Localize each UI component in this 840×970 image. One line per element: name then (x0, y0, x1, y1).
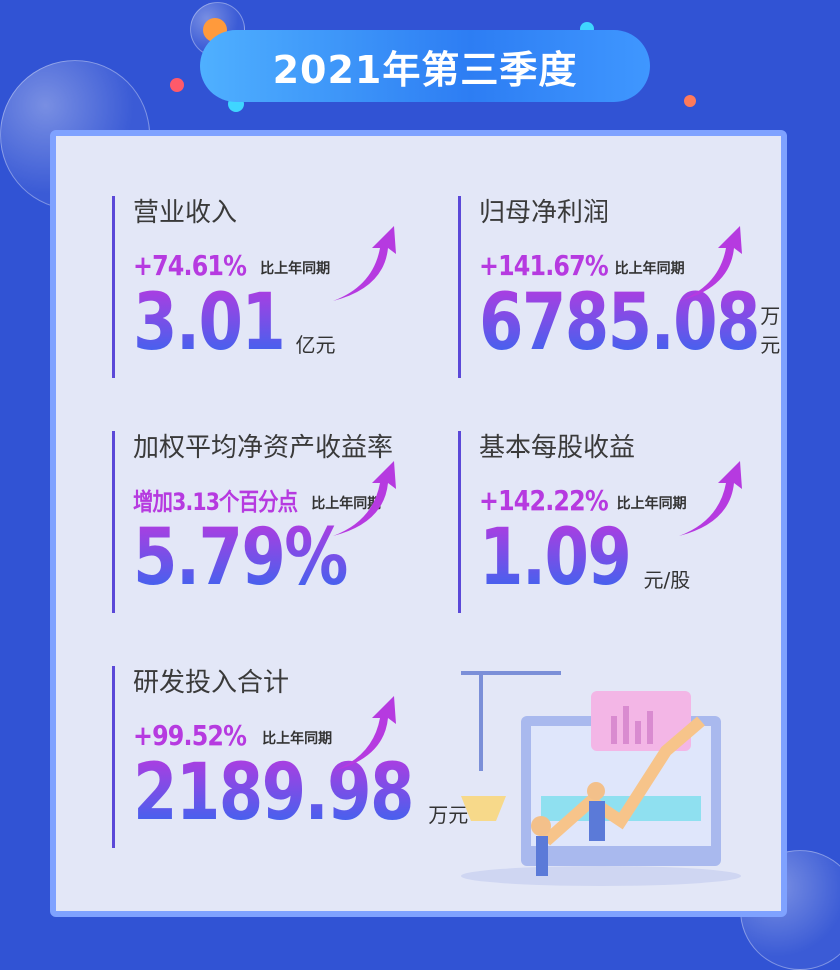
metric-unit: 万元 (760, 304, 781, 357)
metric-value: 5.79% (133, 513, 348, 603)
up-arrow-icon (333, 226, 396, 301)
metric-title: 营业收入 (133, 198, 238, 228)
up-arrow-icon (679, 461, 742, 536)
metric-change: +142.22% (479, 484, 609, 517)
title-banner: 2021年第三季度 (200, 30, 650, 102)
yoy-label: 比上年同期 (616, 496, 687, 512)
metric-roe: 加权平均净资产收益率 增加3.13个百分点 比上年同期 5.79% (112, 431, 394, 613)
metric-net-profit: 归母净利润 +141.67% 比上年同期 6785.08 万元 (458, 196, 781, 378)
metric-revenue: 营业收入 +74.61% 比上年同期 3.01 亿元 (112, 196, 335, 378)
metric-rd: 研发投入合计 +99.52% 比上年同期 2189.98 万元 (112, 666, 468, 848)
metric-value: 6785.08 (479, 278, 760, 368)
metric-change: +99.52% (133, 719, 247, 752)
page-title: 2021年第三季度 (272, 47, 578, 92)
metric-unit: 万元 (428, 803, 469, 827)
yoy-label: 比上年同期 (311, 496, 382, 512)
metric-unit: 元/股 (643, 568, 691, 592)
metric-value: 3.01 (133, 278, 286, 368)
metric-title: 加权平均净资产收益率 (133, 433, 394, 463)
metric-change: +74.61% (133, 249, 247, 282)
yoy-label: 比上年同期 (262, 731, 333, 747)
decor-dot (684, 95, 696, 107)
metric-change: +141.67% (479, 249, 609, 282)
metric-change: 增加3.13个百分点 (133, 488, 298, 516)
metric-unit: 亿元 (295, 333, 336, 357)
metric-title: 归母净利润 (479, 198, 610, 228)
metric-title: 研发投入合计 (133, 668, 290, 698)
yoy-label: 比上年同期 (260, 261, 331, 277)
up-arrow-icon (333, 696, 396, 771)
metric-eps: 基本每股收益 +142.22% 比上年同期 1.09 元/股 (458, 431, 690, 613)
up-arrow-icon (333, 461, 396, 536)
decor-dot (170, 78, 184, 92)
metric-title: 基本每股收益 (479, 433, 636, 463)
metrics-card: 营业收入 +74.61% 比上年同期 3.01 亿元 归母净利润 +141.67% 比… (50, 130, 787, 917)
metric-value: 2189.98 (133, 748, 414, 838)
metric-value: 1.09 (479, 513, 632, 603)
growth-illustration (461, 671, 741, 886)
up-arrow-icon (679, 226, 742, 301)
yoy-label: 比上年同期 (614, 261, 685, 277)
